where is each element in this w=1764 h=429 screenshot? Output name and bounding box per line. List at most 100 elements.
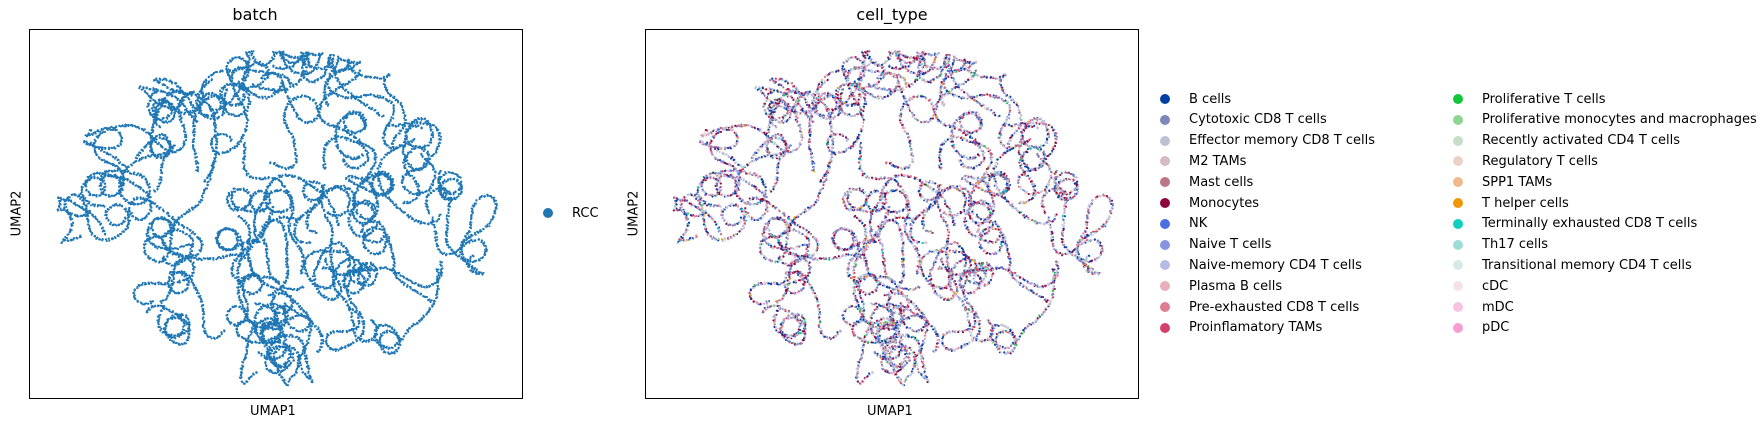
scatter-point (120, 204, 124, 207)
scatter-point (260, 352, 263, 355)
scatter-point (237, 289, 240, 292)
scatter-point (411, 192, 414, 196)
scatter-point (194, 256, 197, 260)
scatter-point (110, 170, 113, 173)
scatter-point (316, 350, 319, 353)
scatter-point (183, 341, 186, 344)
scatter-points (56, 50, 498, 387)
scatter-point (125, 168, 129, 171)
scatter-point (339, 249, 342, 252)
scatter-point (237, 296, 240, 299)
scatter-point (378, 223, 381, 226)
scatter-point (147, 308, 150, 311)
scatter-point (141, 149, 145, 152)
scatter-point (162, 120, 165, 123)
scatter-point (277, 72, 280, 75)
scatter-point (243, 290, 246, 293)
scatter-point (238, 214, 241, 217)
scatter-point (148, 112, 152, 115)
scatter-point (93, 172, 96, 175)
scatter-point (293, 230, 296, 233)
scatter-point (243, 307, 246, 310)
scatter-point (324, 91, 327, 94)
scatter-point (307, 325, 310, 328)
scatter-point (220, 333, 223, 336)
scatter-point (265, 276, 268, 279)
scatter-point (257, 351, 260, 354)
scatter-point (230, 272, 233, 275)
scatter-point (248, 273, 251, 276)
scatter-point (103, 205, 106, 208)
scatter-point (244, 190, 248, 193)
scatter-point (319, 342, 323, 345)
scatter-point (246, 274, 249, 277)
scatter-point (188, 329, 192, 332)
scatter-point (339, 286, 343, 289)
scatter-point (349, 166, 352, 169)
scatter-point (330, 74, 333, 77)
scatter-point (436, 129, 439, 132)
scatter-point (303, 357, 307, 360)
scatter-point (227, 150, 230, 153)
scatter-point (150, 223, 154, 226)
scatter-point (240, 136, 243, 139)
scatter-point (429, 300, 432, 303)
scatter-point (305, 354, 308, 357)
scatter-point (177, 148, 180, 151)
scatter-point (300, 119, 303, 122)
scatter-point (272, 162, 275, 165)
scatter-point (332, 249, 335, 252)
scatter-point (304, 311, 307, 314)
scatter-point (158, 98, 161, 101)
scatter-point (164, 135, 167, 138)
scatter-point (437, 132, 440, 135)
scatter-point (244, 338, 247, 341)
scatter-point (239, 216, 242, 219)
scatter-point (236, 266, 240, 269)
scatter-point (307, 254, 310, 257)
scatter-point (393, 260, 396, 263)
scatter-point (220, 331, 223, 334)
scatter-point (162, 90, 165, 93)
scatter-point (321, 205, 324, 208)
scatter-point (186, 337, 189, 340)
scatter-point (191, 115, 194, 118)
scatter-point (249, 198, 252, 201)
scatter-point (336, 186, 339, 189)
scatter-point (123, 216, 127, 219)
scatter-point (135, 184, 138, 187)
scatter-point (233, 276, 237, 280)
scatter-point (240, 277, 243, 280)
scatter-point (124, 208, 127, 211)
scatter-point (287, 295, 290, 298)
scatter-point (420, 152, 423, 155)
scatter-point (346, 205, 349, 208)
scatter-point (177, 254, 180, 257)
scatter-point (105, 170, 108, 173)
scatter-point (200, 247, 203, 250)
scatter-point (364, 120, 367, 123)
scatter-point (243, 296, 246, 299)
scatter-point (371, 241, 374, 244)
scatter-point (81, 186, 84, 189)
scatter-point (405, 285, 409, 288)
scatter-point (160, 309, 163, 313)
scatter-point (425, 189, 428, 192)
scatter-point (154, 202, 157, 205)
scatter-point (298, 118, 301, 121)
scatter-point (174, 313, 177, 316)
scatter-point (350, 133, 353, 136)
scatter-point (330, 187, 333, 190)
scatter-point (247, 309, 250, 312)
scatter-point (379, 94, 382, 97)
scatter-point (269, 216, 272, 219)
scatter-point (147, 306, 150, 310)
scatter-point (238, 259, 241, 262)
scatter-point (341, 274, 344, 277)
scatter-point (282, 215, 285, 218)
batch-scatter-svg (56, 50, 498, 387)
scatter-point (330, 258, 333, 261)
scatter-point (255, 291, 258, 294)
scatter-point (262, 70, 265, 74)
scatter-point (160, 327, 163, 330)
